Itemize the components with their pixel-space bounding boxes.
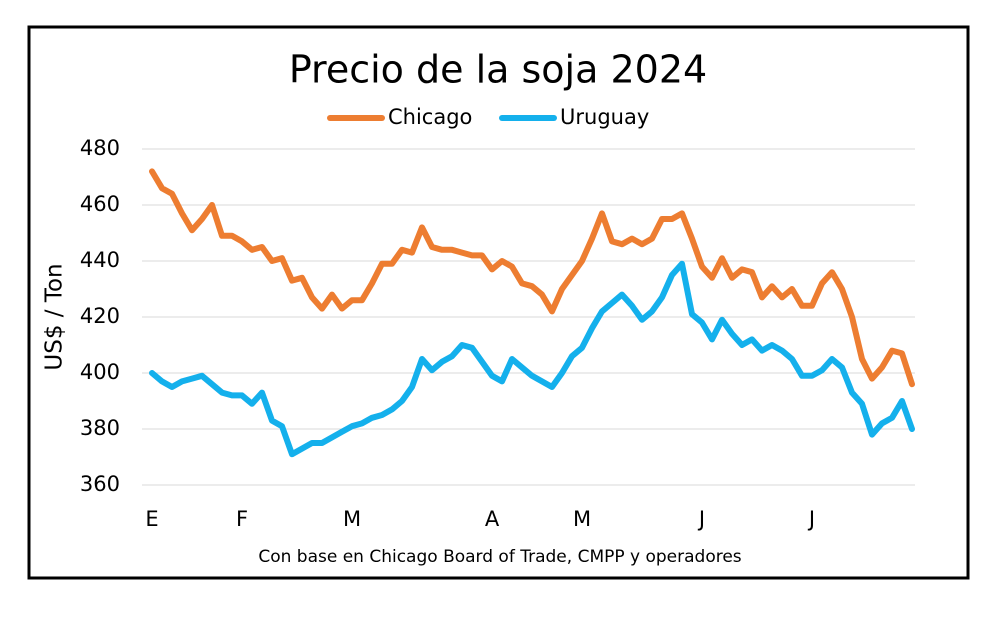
y-tick-label: 440	[80, 248, 120, 272]
x-tick-label: M	[573, 507, 591, 531]
y-tick-label: 400	[80, 360, 120, 384]
legend-label: Chicago	[388, 105, 472, 129]
x-tick-label: J	[807, 507, 815, 531]
footnote: Con base en Chicago Board of Trade, CMPP…	[258, 547, 741, 567]
x-tick-label: F	[236, 507, 248, 531]
line-series	[149, 260, 915, 458]
x-tick-label: M	[343, 507, 361, 531]
y-tick-label: 460	[80, 192, 120, 216]
y-axis-label: US$ / Ton	[42, 263, 68, 370]
legend-label: Uruguay	[560, 105, 649, 129]
x-tick-label: J	[697, 507, 705, 531]
line-series	[149, 168, 915, 388]
x-tick-label: E	[145, 507, 158, 531]
frame	[27, 25, 970, 580]
x-tick-label: A	[485, 507, 500, 531]
y-tick-label: 480	[80, 136, 120, 160]
y-tick-label: 360	[80, 472, 120, 496]
y-tick-label: 420	[80, 304, 120, 328]
y-tick-label: 380	[80, 416, 120, 440]
chart-title: Precio de la soja 2024	[289, 48, 707, 92]
